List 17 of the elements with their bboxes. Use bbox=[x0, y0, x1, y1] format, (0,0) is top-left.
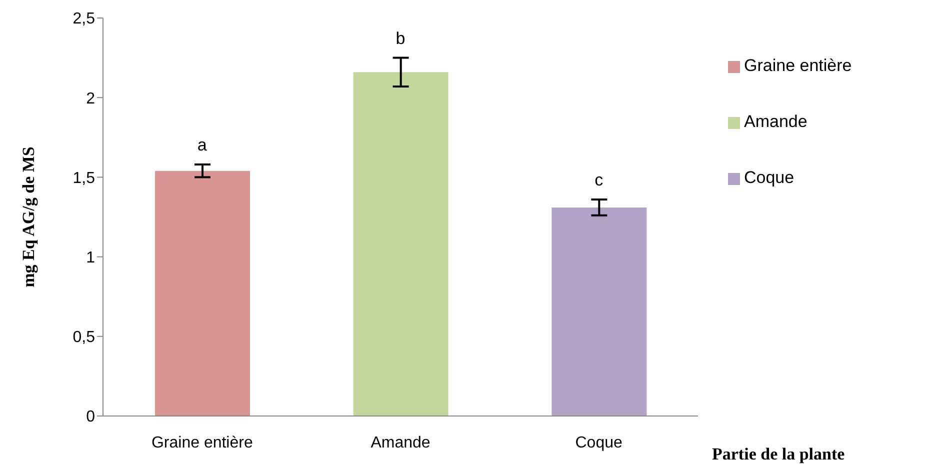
y-axis-title: mg Eq AG/g de MS bbox=[19, 146, 38, 288]
y-tick-label: 0 bbox=[86, 408, 96, 426]
y-tick-label: 1,5 bbox=[72, 170, 96, 187]
y-tick-label: 2 bbox=[86, 90, 96, 108]
x-tick-label: Graine entière bbox=[151, 434, 253, 452]
annotation: b bbox=[396, 28, 406, 48]
y-tick-label: 1 bbox=[86, 249, 96, 266]
legend-label: Coque bbox=[744, 168, 794, 187]
y-tick-label: 2,5 bbox=[72, 10, 96, 28]
legend-label: Graine entière bbox=[744, 56, 852, 75]
annotation: a bbox=[197, 135, 208, 154]
x-axis-title: Partie de la plante bbox=[712, 444, 846, 464]
annotation: c bbox=[594, 170, 604, 190]
y-tick-label: 0,5 bbox=[72, 329, 96, 346]
x-tick-label: Coque bbox=[575, 434, 623, 452]
legend-label: Amande bbox=[744, 112, 808, 131]
x-tick-label: Amande bbox=[370, 434, 430, 452]
